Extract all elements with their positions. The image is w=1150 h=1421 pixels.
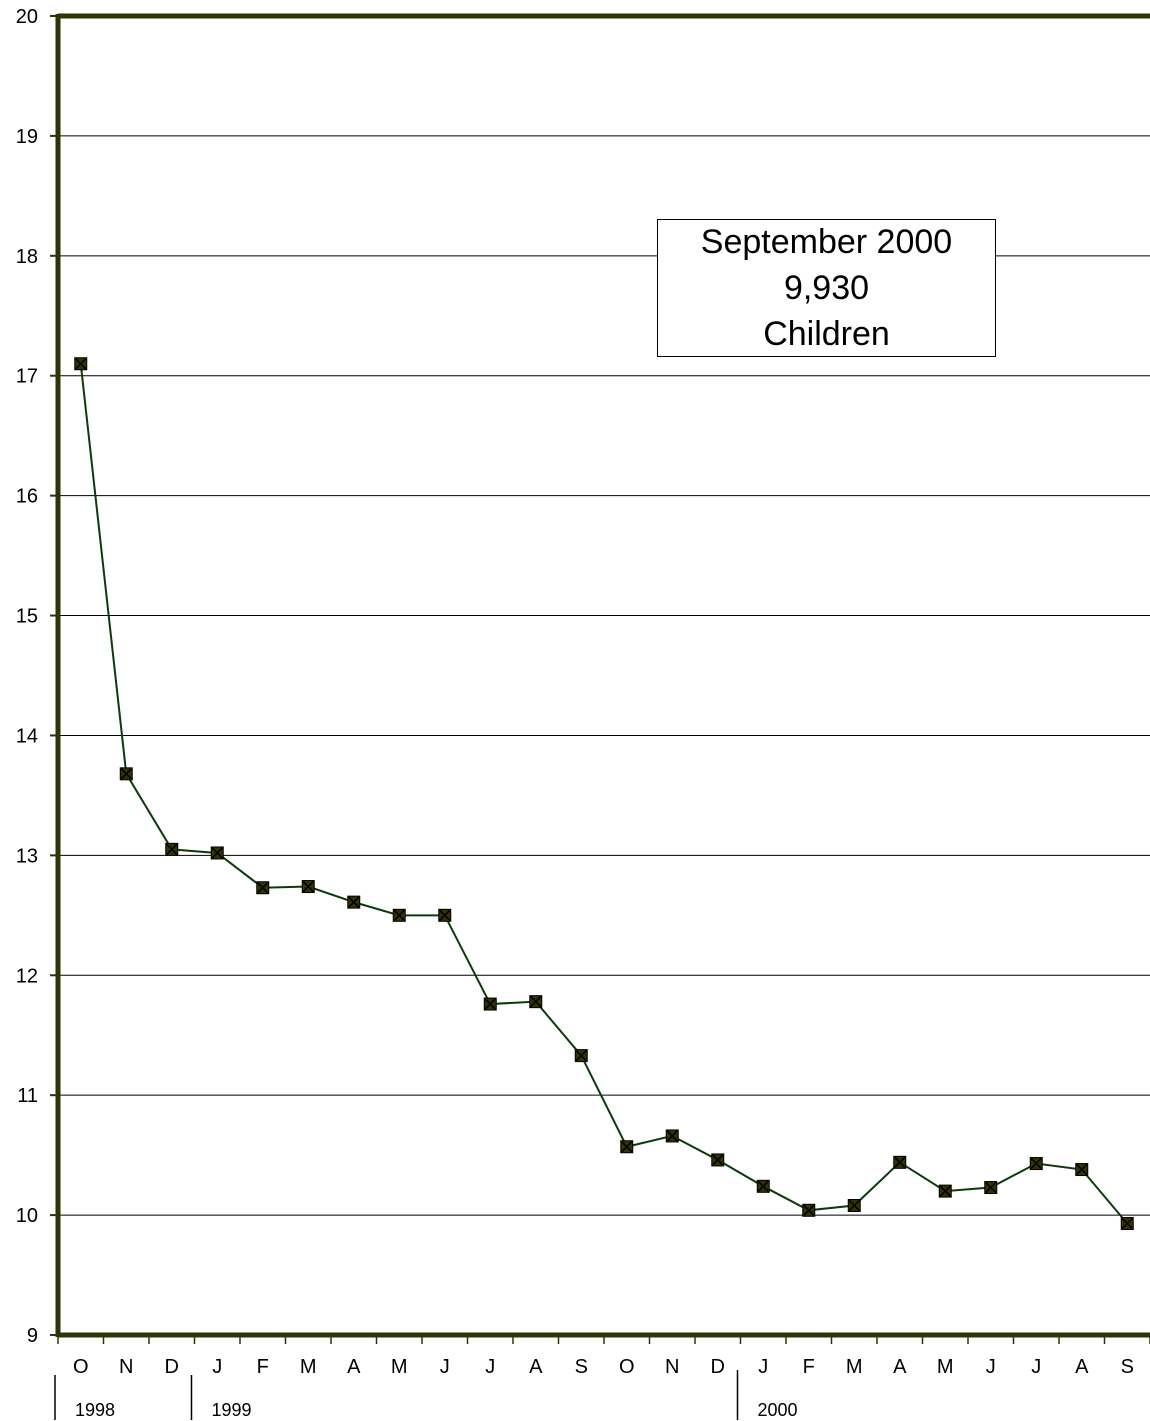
y-tick-labels: 9 10 11 12 13 14 15 16 17 18 19 20 [16,6,38,1347]
annotation-box: September 2000 9,930 Children [657,219,996,357]
data-point [210,846,224,860]
data-point [438,908,452,922]
data-point [938,1184,952,1198]
data-point-cross [985,1181,997,1194]
data-point-cross [393,909,405,921]
series [74,357,1134,1230]
y-tick-label: 10 [16,1205,38,1227]
data-point-cross [803,1204,815,1216]
x-tick-label: M [846,1356,863,1378]
data-point [802,1203,816,1217]
data-point [847,1198,861,1212]
gridlines [58,135,1150,1216]
data-point-cross [848,1199,860,1212]
data-point-cross [939,1185,951,1197]
y-tick-label: 16 [16,486,38,508]
data-point [119,767,133,781]
data-point [1029,1157,1043,1171]
data-point [301,880,315,894]
y-tick-label: 18 [16,246,38,268]
data-point-cross [1121,1217,1133,1230]
x-tick-label: O [619,1356,635,1378]
data-point-cross [120,768,132,780]
data-point-cross [621,1141,633,1153]
x-tick-label: F [257,1356,269,1378]
data-point [665,1129,679,1143]
data-point-cross [484,998,496,1010]
data-point-cross [530,996,542,1008]
x-tick-label: J [440,1356,450,1378]
data-point [392,908,406,922]
x-tick-label: M [391,1356,408,1378]
axes [50,13,1150,1344]
x-tick-label: F [803,1356,815,1378]
data-point [711,1153,725,1167]
year-label: 2000 [758,1400,798,1420]
y-tick-label: 9 [27,1325,38,1347]
y-tick-label: 19 [16,126,38,148]
x-tick-label: D [165,1356,179,1378]
year-label: 1998 [75,1400,115,1420]
data-point-cross [1030,1157,1042,1170]
data-point-cross [439,909,451,921]
x-tick-label: O [73,1356,89,1378]
data-point [165,842,179,856]
data-point-cross [575,1050,587,1062]
data-point [74,357,88,371]
annotation-line-2: 9,930 [783,269,870,307]
data-point-cross [302,881,314,893]
data-point-cross [348,896,360,908]
x-tick-label: A [1075,1356,1089,1378]
x-tick-label: M [937,1356,954,1378]
x-tick-label: D [711,1356,725,1378]
x-tick-label: A [529,1356,543,1378]
data-point-cross [757,1180,769,1192]
series-line [79,363,1129,1225]
x-tick-label: A [347,1356,361,1378]
data-point-cross [666,1130,678,1142]
y-tick-label: 12 [16,965,38,987]
x-tick-label: A [893,1356,907,1378]
x-tick-label: J [1031,1356,1041,1378]
data-point-cross [712,1154,724,1166]
data-point [574,1049,588,1063]
year-labels: 1998 1999 2000 [54,1370,798,1420]
x-tick-label: J [758,1356,768,1378]
y-tick-label: 15 [16,606,38,628]
y-tick-label: 11 [17,1085,38,1107]
data-point [620,1140,634,1154]
x-tick-label: J [485,1356,495,1378]
annotation-line-1: September 2000 [700,223,953,261]
data-point-cross [211,847,223,859]
data-point [483,997,497,1011]
data-point [893,1155,907,1169]
y-tick-label: 20 [16,6,38,28]
data-point-cross [894,1156,906,1168]
x-tick-label: J [986,1356,996,1378]
y-tick-label: 13 [16,845,38,867]
data-point [1075,1163,1089,1177]
data-point [1120,1216,1134,1230]
data-point-cross [75,358,87,370]
x-tick-label: S [575,1356,588,1378]
y-tick-label: 17 [16,366,38,388]
data-point-cross [257,882,269,894]
data-point [256,881,270,895]
x-tick-label: J [212,1356,222,1378]
data-point-cross [166,843,178,855]
x-tick-label: S [1121,1356,1134,1378]
data-point [529,995,543,1009]
data-point [984,1181,998,1195]
year-label: 1999 [212,1400,252,1420]
annotation-line-3: Children [763,315,890,353]
data-point [347,895,361,909]
x-tick-label: N [119,1356,133,1378]
data-point [756,1179,770,1193]
y-tick-label: 14 [16,725,38,747]
x-tick-label: M [300,1356,317,1378]
x-tick-label: N [665,1356,679,1378]
data-point-cross [1076,1163,1088,1176]
